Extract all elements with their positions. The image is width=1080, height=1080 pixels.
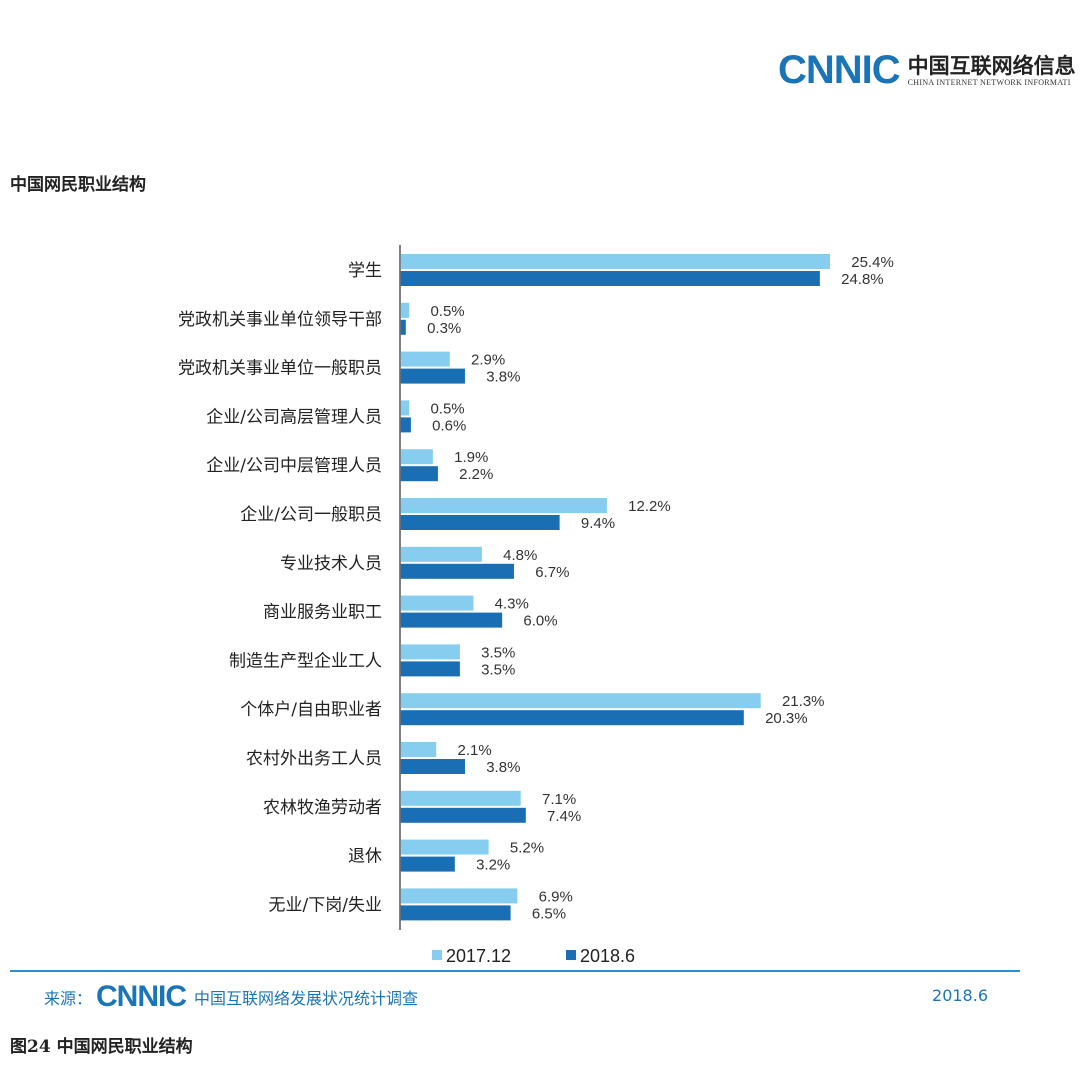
bar-2018.6 — [400, 612, 503, 628]
category-label: 农林牧渔劳动者 — [263, 798, 382, 818]
bar-2018.6 — [400, 319, 406, 335]
bar-2017.12 — [400, 693, 761, 709]
cnnic-logo-en: CHINA INTERNET NETWORK INFORMATI — [907, 77, 1071, 87]
data-label: 1.9% — [454, 449, 488, 466]
data-label: 21.3% — [782, 693, 825, 710]
category-label: 个体户/自由职业者 — [240, 700, 382, 720]
bar-2017.12 — [400, 790, 521, 806]
bar-2017.12 — [400, 839, 489, 855]
bar-2018.6 — [400, 515, 560, 530]
source-label: 来源： — [44, 989, 93, 1008]
bar-2018.6 — [400, 661, 460, 677]
bar-2017.12 — [400, 351, 450, 367]
data-label: 9.4% — [581, 515, 615, 532]
category-label: 党政机关事业单位领导干部 — [178, 310, 382, 330]
bar-2018.6 — [400, 710, 744, 726]
source-date: 2018.6 — [932, 986, 988, 1005]
bar-2017.12 — [400, 498, 607, 513]
bar-2018.6 — [400, 563, 514, 579]
data-label: 7.1% — [542, 791, 576, 808]
bar-2017.12 — [400, 302, 410, 318]
category-label: 无业/下岗/失业 — [269, 895, 382, 915]
legend-label: 2017.12 — [446, 946, 511, 966]
category-label: 企业/公司中层管理人员 — [206, 456, 382, 476]
data-label: 3.5% — [481, 661, 515, 678]
data-label: 6.5% — [532, 905, 566, 922]
data-label: 6.0% — [523, 613, 557, 630]
figure-caption: 图24 中国网民职业结构 — [10, 1037, 193, 1057]
cnnic-logo: CNNIC 中国互联网络信息 CHINA INTERNET NETWORK IN… — [778, 50, 1076, 90]
bar-2017.12 — [400, 546, 482, 562]
data-label: 6.9% — [539, 888, 573, 905]
bar-2018.6 — [400, 368, 465, 384]
bar-2018.6 — [400, 759, 465, 774]
category-label: 企业/公司一般职员 — [240, 505, 382, 525]
bar-2017.12 — [400, 400, 410, 416]
source-line: 来源： CNNIC 中国互联网络发展状况统计调查 — [44, 982, 418, 1012]
data-label: 2.1% — [457, 742, 491, 759]
category-label: 党政机关事业单位一般职员 — [178, 359, 382, 379]
bar-2017.12 — [400, 888, 518, 904]
data-label: 25.4% — [851, 254, 894, 271]
category-label: 商业服务业职工 — [263, 603, 382, 623]
category-label: 农村外出务工人员 — [246, 749, 382, 769]
page-title: 中国网民职业结构 — [10, 175, 146, 195]
bar-2018.6 — [400, 466, 438, 482]
data-label: 0.5% — [430, 303, 464, 320]
data-label: 2.9% — [471, 352, 505, 369]
data-label: 5.2% — [510, 840, 544, 857]
data-label: 6.7% — [535, 564, 569, 581]
bar-2017.12 — [400, 644, 460, 660]
data-label: 4.3% — [495, 596, 529, 613]
data-label: 3.8% — [486, 759, 520, 776]
data-label: 2.2% — [459, 466, 493, 483]
data-label: 7.4% — [547, 808, 581, 825]
legend-swatch — [432, 950, 442, 960]
bar-2017.12 — [400, 449, 433, 465]
data-label: 4.8% — [503, 547, 537, 564]
source-divider — [10, 970, 1020, 972]
category-label: 退休 — [348, 847, 382, 867]
data-label: 0.5% — [430, 400, 464, 417]
cnnic-logo-cn: 中国互联网络信息 — [907, 52, 1076, 78]
legend-label: 2018.6 — [580, 946, 635, 966]
data-label: 12.2% — [628, 498, 671, 515]
data-label: 20.3% — [765, 710, 808, 727]
bar-2018.6 — [400, 417, 411, 433]
data-label: 0.3% — [427, 320, 461, 337]
legend-swatch — [566, 950, 576, 960]
bar-2017.12 — [400, 595, 474, 611]
category-label: 学生 — [348, 261, 382, 281]
data-label: 3.2% — [476, 857, 510, 874]
data-label: 0.6% — [432, 417, 466, 434]
source-text: 中国互联网络发展状况统计调查 — [194, 989, 419, 1008]
data-label: 24.8% — [841, 271, 884, 288]
category-label: 企业/公司高层管理人员 — [206, 407, 382, 427]
bar-2017.12 — [400, 254, 831, 269]
cnnic-logo-mark: CNNIC — [778, 48, 901, 92]
bar-2017.12 — [400, 742, 437, 757]
category-label: 制造生产型企业工人 — [229, 651, 382, 671]
data-label: 3.5% — [481, 644, 515, 661]
bar-2018.6 — [400, 807, 526, 823]
bar-2018.6 — [400, 905, 511, 921]
category-label: 专业技术人员 — [280, 554, 382, 574]
cnnic-logo-text: 中国互联网络信息 CHINA INTERNET NETWORK INFORMAT… — [907, 52, 1076, 87]
bar-2018.6 — [400, 271, 820, 286]
source-logo-mark: CNNIC — [96, 980, 187, 1013]
bar-2018.6 — [400, 856, 455, 872]
data-label: 3.8% — [486, 369, 520, 386]
